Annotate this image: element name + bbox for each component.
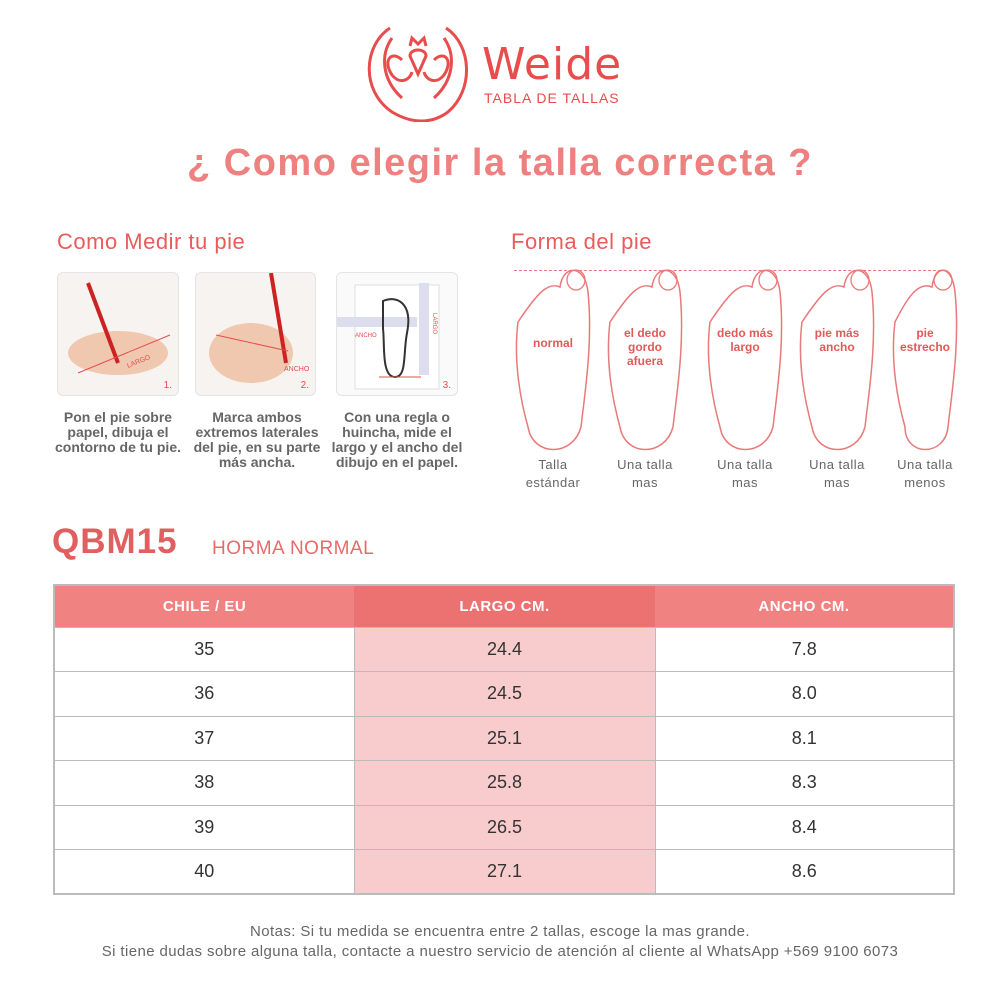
col-header-width: ANCHO CM. bbox=[655, 585, 954, 627]
length-cell: 26.5 bbox=[353, 804, 656, 850]
foot-shape-2: el dedo gordo afuera bbox=[607, 269, 683, 451]
foot-shape-label: el dedo gordo afuera bbox=[624, 326, 666, 368]
foot-shape-label: pie más ancho bbox=[815, 326, 860, 354]
size-cell: 35 bbox=[53, 626, 355, 672]
model-fit: HORMA NORMAL bbox=[212, 538, 375, 559]
measure-heading: Como Medir tu pie bbox=[57, 229, 246, 254]
brand-subtitle: TABLA DE TALLAS bbox=[484, 90, 620, 106]
step-2-caption: Marca ambos extremos laterales del pie, … bbox=[193, 409, 321, 470]
foot-size-advice: Una talla mas bbox=[809, 457, 865, 490]
brand-name: Weide bbox=[482, 39, 623, 90]
size-cell: 37 bbox=[53, 715, 355, 761]
foot-shape-label: pie estrecho bbox=[900, 326, 950, 354]
step-1-caption: Pon el pie sobre papel, dibuja el contor… bbox=[55, 409, 181, 455]
foot-size-advice: Una talla mas bbox=[717, 457, 773, 490]
table-row: 38 25.8 8.3 bbox=[53, 760, 955, 806]
foot-shape-label: normal bbox=[533, 336, 573, 350]
table-row: 39 26.5 8.4 bbox=[53, 804, 955, 850]
table-row: 37 25.1 8.1 bbox=[53, 715, 955, 761]
foot-length-illustration: LARGO bbox=[68, 282, 171, 375]
page-title: ¿ Como elegir la talla correcta ? bbox=[186, 142, 813, 184]
step-3-image: ANCHO LARGO 3. bbox=[336, 272, 458, 396]
width-cell: 7.8 bbox=[654, 626, 955, 672]
foot-shape-1: normal bbox=[515, 269, 591, 451]
col-header-size: CHILE / EU bbox=[54, 585, 354, 627]
step-2-image: ANCHO 2. bbox=[195, 272, 316, 396]
size-cell: 38 bbox=[53, 760, 355, 806]
size-cell: 39 bbox=[53, 804, 355, 850]
note-line-2: Si tiene dudas sobre alguna talla, conta… bbox=[101, 943, 899, 960]
swan-logo-icon bbox=[367, 26, 468, 122]
model-code: QBM15 bbox=[52, 522, 178, 561]
foot-size-advice: Talla estándar bbox=[525, 457, 581, 490]
size-cell: 40 bbox=[53, 849, 355, 895]
svg-text:ANCHO: ANCHO bbox=[355, 333, 377, 339]
length-cell: 25.8 bbox=[353, 760, 656, 806]
foot-shape-label: dedo más largo bbox=[717, 326, 773, 354]
length-cell: 24.4 bbox=[353, 626, 656, 672]
toe-line bbox=[514, 270, 946, 271]
foot-shape-5: pie estrecho bbox=[892, 269, 958, 451]
step-1-image: LARGO 1. bbox=[57, 272, 179, 396]
foot-shape-4: pie más ancho bbox=[799, 269, 875, 451]
svg-text:ANCHO: ANCHO bbox=[284, 366, 310, 373]
size-table: CHILE / EU LARGO CM. ANCHO CM. 35 24.4 7.8… bbox=[53, 584, 955, 895]
width-cell: 8.6 bbox=[654, 849, 955, 895]
size-cell: 36 bbox=[53, 671, 355, 717]
table-row: 40 27.1 8.6 bbox=[53, 849, 955, 895]
table-row: 35 24.4 7.8 bbox=[53, 626, 955, 672]
length-cell: 25.1 bbox=[353, 715, 656, 761]
length-cell: 24.5 bbox=[353, 671, 656, 717]
svg-text:LARGO: LARGO bbox=[431, 313, 437, 334]
width-cell: 8.4 bbox=[654, 804, 955, 850]
width-cell: 8.1 bbox=[654, 715, 955, 761]
ruler-illustration: ANCHO LARGO bbox=[337, 283, 440, 390]
table-row: 36 24.5 8.0 bbox=[53, 671, 955, 717]
shape-heading: Forma del pie bbox=[511, 229, 653, 254]
note-line-1: Notas: Si tu medida se encuentra entre 2… bbox=[250, 923, 750, 940]
width-cell: 8.0 bbox=[654, 671, 955, 717]
foot-shape-3: dedo más largo bbox=[707, 269, 783, 451]
foot-size-advice: Una talla mas bbox=[617, 457, 673, 490]
width-cell: 8.3 bbox=[654, 760, 955, 806]
col-header-length: LARGO CM. bbox=[354, 585, 655, 627]
foot-size-advice: Una talla menos bbox=[897, 457, 953, 490]
step-3-caption: Con una regla o huincha, mide el largo y… bbox=[331, 409, 463, 470]
length-cell: 27.1 bbox=[353, 849, 656, 895]
foot-width-illustration: ANCHO bbox=[209, 273, 310, 383]
